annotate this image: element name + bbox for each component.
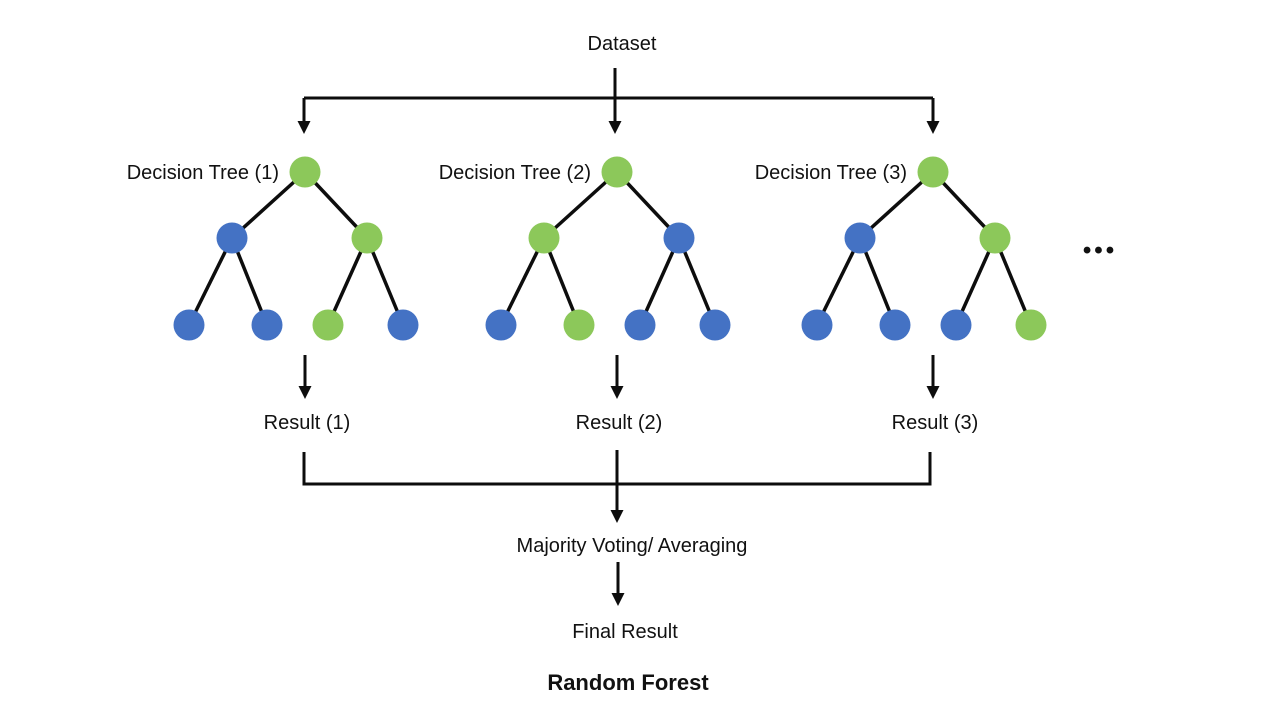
tree-1-result-arrow-head	[298, 386, 312, 399]
tree-1-node-6-green	[312, 309, 344, 341]
tree-2-edge-1	[542, 170, 619, 240]
tree-3-node-1-green	[917, 156, 949, 188]
tree-3-result-arrow-head	[926, 386, 940, 399]
tree-2-edge-4	[542, 237, 581, 326]
tree-1-node-2-blue	[216, 222, 248, 254]
tree-2-label: Decision Tree (2)	[439, 162, 591, 184]
tree-3-result-label: Result (3)	[892, 412, 979, 434]
final-arrow-head	[611, 593, 625, 606]
tree-3-edge-4	[858, 237, 897, 326]
tree-2-edge-3	[499, 237, 546, 326]
tree-1-node-1-green	[289, 156, 321, 188]
tree-3-edge-6	[993, 237, 1033, 326]
tree-2-result-arrow-head	[610, 386, 624, 399]
tree-2-edge-5	[638, 237, 681, 326]
tree-2-node-7-blue	[699, 309, 731, 341]
tree-3-node-7-green	[1015, 309, 1047, 341]
tree-3-edge-1	[858, 170, 935, 240]
tree-1-edge-3	[187, 237, 234, 326]
tree-3-edge-5	[954, 237, 997, 326]
tree-1-node-5-blue	[251, 309, 283, 341]
dataset-arrow-3-head	[926, 121, 940, 134]
tree-1-edge-1	[230, 170, 307, 240]
tree-1-label: Decision Tree (1)	[127, 162, 279, 184]
tree-3-node-5-blue	[879, 309, 911, 341]
generated-diagram-layer: Decision Tree (1) Result (1) Decision Tree…	[127, 68, 1047, 606]
final-result-label: Final Result	[572, 621, 678, 643]
dataset-arrow-1-head	[608, 121, 622, 134]
tree-2-edge-6	[677, 237, 717, 326]
tree-1-edge-5	[326, 237, 369, 326]
tree-2-node-3-blue	[663, 222, 695, 254]
tree-1-edge-4	[230, 237, 269, 326]
ellipsis-more-trees: •••	[1083, 237, 1117, 264]
tree-2-node-5-green	[563, 309, 595, 341]
dataset-label: Dataset	[588, 33, 657, 55]
tree-1-node-7-blue	[387, 309, 419, 341]
tree-2-result-label: Result (2)	[576, 412, 663, 434]
majority-voting-label: Majority Voting/ Averaging	[517, 535, 748, 557]
tree-2-node-1-green	[601, 156, 633, 188]
collect-arrow-head	[610, 510, 624, 523]
diagram-title: Random Forest	[547, 670, 709, 695]
tree-1-node-3-green	[351, 222, 383, 254]
tree-1-edge-6	[365, 237, 405, 326]
tree-3-edge-3	[815, 237, 862, 326]
tree-3-node-3-green	[979, 222, 1011, 254]
tree-2-node-2-green	[528, 222, 560, 254]
tree-3-node-4-blue	[801, 309, 833, 341]
tree-1-node-4-blue	[173, 309, 205, 341]
tree-3-node-2-blue	[844, 222, 876, 254]
tree-3-label: Decision Tree (3)	[755, 162, 907, 184]
tree-1-result-label: Result (1)	[264, 412, 351, 434]
dataset-arrow-2-head	[297, 121, 311, 134]
tree-2-node-4-blue	[485, 309, 517, 341]
tree-2-node-6-blue	[624, 309, 656, 341]
tree-3-node-6-blue	[940, 309, 972, 341]
